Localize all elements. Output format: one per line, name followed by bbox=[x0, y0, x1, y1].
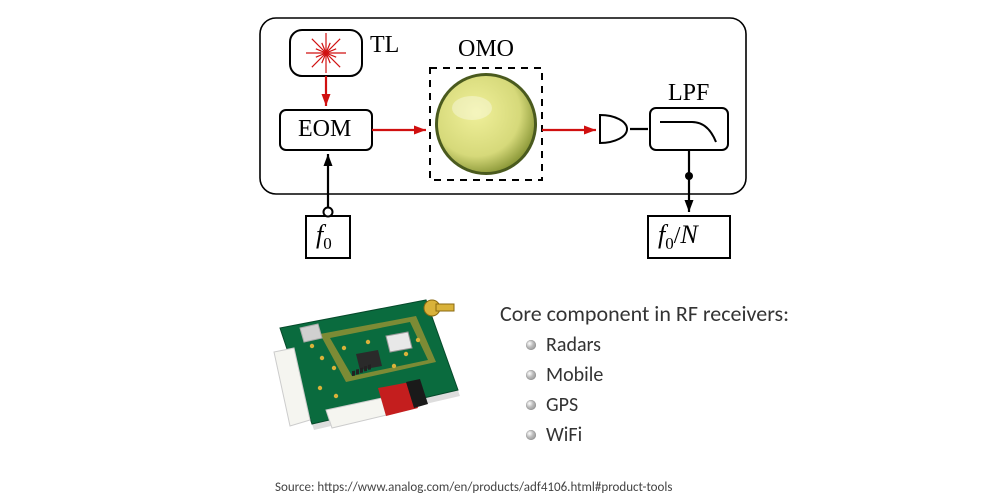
omo-label: OMO bbox=[458, 36, 514, 63]
bullet-icon bbox=[526, 370, 536, 380]
bullet-icon bbox=[526, 430, 536, 440]
tl-label: TL bbox=[370, 32, 399, 59]
list-item-label: Radars bbox=[546, 333, 601, 357]
rf-list-heading: Core component in RF receivers: bbox=[500, 300, 789, 327]
list-item-label: GPS bbox=[546, 393, 578, 417]
bullet-icon bbox=[526, 400, 536, 410]
rf-list-items: Radars Mobile GPS WiFi bbox=[526, 333, 789, 447]
f0-label: f0 bbox=[316, 220, 332, 254]
list-item: GPS bbox=[526, 393, 789, 417]
f0n-label: f0/N bbox=[658, 220, 698, 254]
list-item-label: Mobile bbox=[546, 363, 603, 387]
list-item-label: WiFi bbox=[546, 423, 582, 447]
list-item: WiFi bbox=[526, 423, 789, 447]
list-item: Radars bbox=[526, 333, 789, 357]
rf-list: Core component in RF receivers: Radars Mo… bbox=[500, 300, 789, 453]
list-item: Mobile bbox=[526, 363, 789, 387]
lpf-label: LPF bbox=[668, 80, 709, 107]
pcb-image bbox=[260, 288, 470, 448]
source-text: Source: https://www.analog.com/en/produc… bbox=[275, 480, 672, 495]
eom-label: EOM bbox=[298, 116, 351, 143]
bullet-icon bbox=[526, 340, 536, 350]
